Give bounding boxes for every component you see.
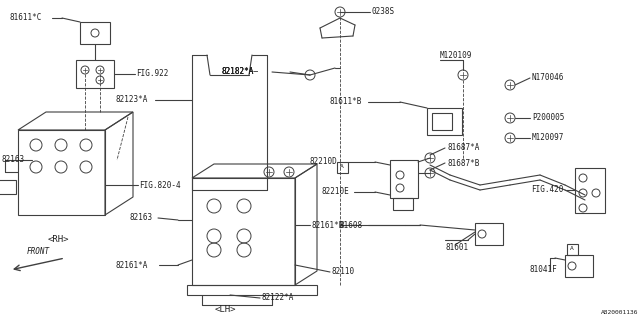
Text: 82210E: 82210E (322, 188, 349, 196)
Bar (393, 198, 413, 210)
Text: 82161*A: 82161*A (115, 260, 147, 269)
Text: 82210D: 82210D (310, 157, 338, 166)
Text: <RH>: <RH> (47, 236, 68, 244)
Bar (565, 255, 593, 277)
Bar (80, 22, 110, 44)
Bar (427, 108, 462, 135)
Text: 82182*A—: 82182*A— (222, 68, 259, 76)
Bar (567, 244, 578, 255)
Text: 82163: 82163 (130, 213, 153, 222)
Bar (76, 60, 114, 88)
Text: 82122*A: 82122*A (261, 293, 293, 302)
Text: 0238S: 0238S (371, 7, 394, 17)
Bar (432, 113, 452, 130)
Text: FIG.420: FIG.420 (531, 186, 563, 195)
Text: A820001136: A820001136 (600, 310, 638, 315)
Text: 81687*A: 81687*A (447, 143, 479, 153)
Text: 82161*B: 82161*B (311, 220, 344, 229)
Text: FRONT: FRONT (26, 247, 49, 257)
Text: 81611*C: 81611*C (10, 13, 42, 22)
Text: A: A (570, 246, 574, 252)
Text: FIG.922: FIG.922 (136, 69, 168, 78)
Text: 82123*A: 82123*A (115, 95, 147, 105)
Text: 81041F: 81041F (530, 266, 557, 275)
Bar (0, 180, 16, 194)
Text: 82110: 82110 (331, 268, 354, 276)
Text: 81611*B: 81611*B (330, 98, 362, 107)
Text: FIG.820-4: FIG.820-4 (139, 180, 180, 189)
Text: N170046: N170046 (532, 74, 564, 83)
Text: P200005: P200005 (532, 114, 564, 123)
Bar (390, 160, 418, 198)
Bar (18, 130, 105, 215)
Bar (337, 162, 348, 173)
Text: A: A (340, 164, 344, 170)
Text: 81601: 81601 (445, 244, 468, 252)
Bar (192, 178, 295, 285)
Text: 82182*A: 82182*A (222, 68, 254, 76)
Text: 82163: 82163 (2, 156, 25, 164)
Text: M120097: M120097 (532, 133, 564, 142)
Text: 81608: 81608 (340, 220, 363, 229)
Bar (575, 168, 605, 213)
Text: M120109: M120109 (440, 52, 472, 60)
Bar (187, 285, 317, 295)
Bar (475, 223, 503, 245)
Text: 81687*B: 81687*B (447, 158, 479, 167)
Text: <LH>: <LH> (214, 306, 236, 315)
Text: 82182*A: 82182*A (222, 68, 254, 76)
